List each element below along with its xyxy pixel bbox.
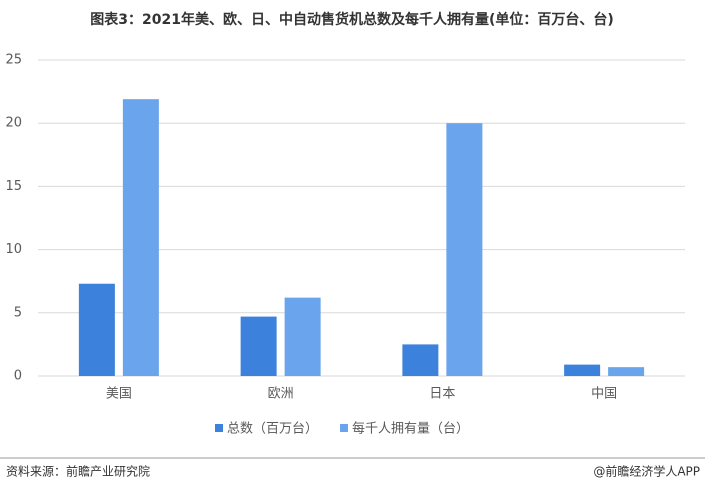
y-tick-label: 5	[14, 305, 22, 320]
bar	[284, 297, 321, 376]
legend-label: 每千人拥有量（台）	[352, 421, 469, 437]
brand: @前瞻经济学人APP	[593, 464, 700, 479]
bar	[78, 283, 115, 376]
legend-swatch	[340, 424, 349, 432]
y-tick-label: 0	[14, 369, 22, 384]
source: 资料来源：前瞻产业研究院	[6, 464, 150, 479]
y-tick-label: 15	[5, 179, 22, 194]
legend-label: 总数（百万台）	[227, 422, 318, 437]
chart-title: 图表3：2021年美、欧、日、中自动售货机总数及每千人拥有量(单位：百万台、台)	[90, 11, 614, 28]
bar	[240, 316, 277, 376]
y-tick-label: 10	[5, 242, 22, 257]
x-tick-label: 中国	[591, 387, 617, 402]
y-tick-label: 25	[5, 53, 22, 68]
bar	[402, 344, 439, 376]
bar	[122, 99, 159, 377]
bar	[446, 123, 483, 376]
bar	[608, 367, 645, 376]
legend-swatch	[215, 424, 223, 432]
y-tick-label: 20	[5, 116, 22, 131]
x-tick-label: 日本	[429, 387, 455, 402]
bar	[564, 364, 601, 376]
x-tick-label: 美国	[106, 387, 132, 402]
x-tick-label: 欧洲	[268, 387, 294, 402]
